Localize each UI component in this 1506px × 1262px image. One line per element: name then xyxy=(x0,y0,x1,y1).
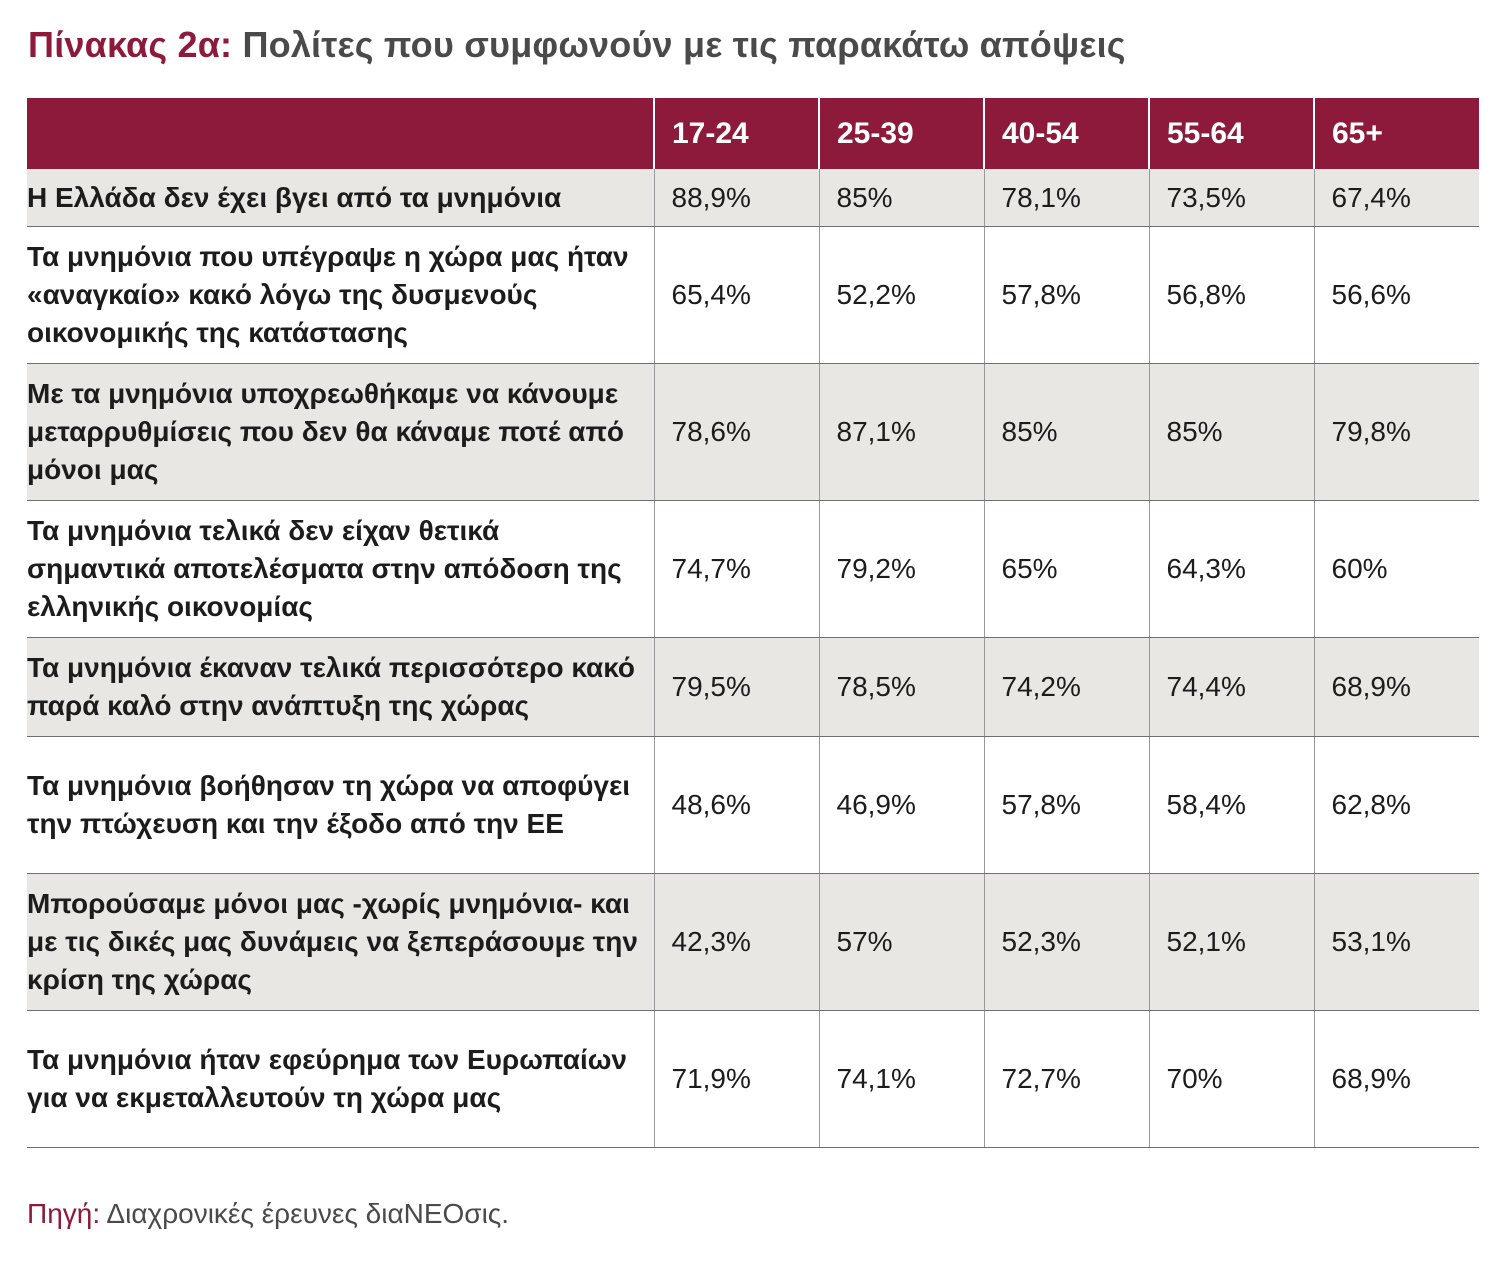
value-cell: 62,8% xyxy=(1314,736,1479,874)
table-row: Η Ελλάδα δεν έχει βγει από τα μνημόνια 8… xyxy=(27,169,1479,227)
value-cell: 79,8% xyxy=(1314,363,1479,501)
header-cell-25-39: 25-39 xyxy=(819,98,985,169)
value-cell: 79,5% xyxy=(654,637,820,737)
value-cell: 56,8% xyxy=(1149,226,1315,364)
value-cell: 85% xyxy=(984,363,1150,501)
value-cell: 52,1% xyxy=(1149,873,1315,1011)
statement-cell: Μπορούσαμε μόνοι μας -χωρίς μνημόνια- κα… xyxy=(27,873,655,1011)
value-cell: 57,8% xyxy=(984,736,1150,874)
value-cell: 46,9% xyxy=(819,736,985,874)
value-cell: 74,4% xyxy=(1149,637,1315,737)
value-cell: 58,4% xyxy=(1149,736,1315,874)
value-cell: 65,4% xyxy=(654,226,820,364)
page-title: Πίνακας 2α: Πολίτες που συμφωνούν με τις… xyxy=(28,24,1126,66)
statement-cell: Τα μνημόνια έκαναν τελικά περισσότερο κα… xyxy=(27,637,655,737)
value-cell: 42,3% xyxy=(654,873,820,1011)
value-cell: 71,9% xyxy=(654,1010,820,1148)
source-label: Πηγή: xyxy=(27,1198,101,1229)
value-cell: 53,1% xyxy=(1314,873,1479,1011)
value-cell: 65% xyxy=(984,500,1150,638)
value-cell: 64,3% xyxy=(1149,500,1315,638)
statement-cell: Η Ελλάδα δεν έχει βγει από τα μνημόνια xyxy=(27,169,655,227)
source-text: Διαχρονικές έρευνες διαΝΕΟσις. xyxy=(106,1198,510,1229)
value-cell: 78,5% xyxy=(819,637,985,737)
header-cell-17-24: 17-24 xyxy=(654,98,820,169)
value-cell: 60% xyxy=(1314,500,1479,638)
value-cell: 72,7% xyxy=(984,1010,1150,1148)
value-cell: 79,2% xyxy=(819,500,985,638)
table-row: Μπορούσαμε μόνοι μας -χωρίς μνημόνια- κα… xyxy=(27,873,1479,1011)
source-note: Πηγή: Διαχρονικές έρευνες διαΝΕΟσις. xyxy=(27,1198,509,1230)
value-cell: 85% xyxy=(819,169,985,227)
header-cell-statement xyxy=(27,98,655,169)
value-cell: 52,3% xyxy=(984,873,1150,1011)
value-cell: 52,2% xyxy=(819,226,985,364)
value-cell: 78,1% xyxy=(984,169,1150,227)
value-cell: 73,5% xyxy=(1149,169,1315,227)
value-cell: 78,6% xyxy=(654,363,820,501)
table-row: Τα μνημόνια που υπέγραψε η χώρα μας ήταν… xyxy=(27,226,1479,364)
value-cell: 88,9% xyxy=(654,169,820,227)
data-table: 17-24 25-39 40-54 55-64 65+ Η Ελλάδα δεν… xyxy=(27,98,1479,1148)
table-number-label: Πίνακας 2α: xyxy=(28,24,233,65)
header-cell-55-64: 55-64 xyxy=(1149,98,1315,169)
table-row: Τα μνημόνια ήταν εφεύρημα των Ευρωπαίων … xyxy=(27,1010,1479,1148)
statement-cell: Τα μνημόνια τελικά δεν είχαν θετικά σημα… xyxy=(27,500,655,638)
value-cell: 87,1% xyxy=(819,363,985,501)
header-row: 17-24 25-39 40-54 55-64 65+ xyxy=(27,98,1479,169)
value-cell: 67,4% xyxy=(1314,169,1479,227)
value-cell: 68,9% xyxy=(1314,637,1479,737)
value-cell: 56,6% xyxy=(1314,226,1479,364)
value-cell: 74,7% xyxy=(654,500,820,638)
value-cell: 68,9% xyxy=(1314,1010,1479,1148)
value-cell: 74,2% xyxy=(984,637,1150,737)
value-cell: 70% xyxy=(1149,1010,1315,1148)
table-row: Με τα μνημόνια υποχρεωθήκαμε να κάνουμε … xyxy=(27,363,1479,501)
table-row: Τα μνημόνια έκαναν τελικά περισσότερο κα… xyxy=(27,637,1479,737)
statement-cell: Τα μνημόνια που υπέγραψε η χώρα μας ήταν… xyxy=(27,226,655,364)
header-cell-40-54: 40-54 xyxy=(984,98,1150,169)
statement-cell: Με τα μνημόνια υποχρεωθήκαμε να κάνουμε … xyxy=(27,363,655,501)
table-row: Τα μνημόνια βοήθησαν τη χώρα να αποφύγει… xyxy=(27,736,1479,874)
statement-cell: Τα μνημόνια ήταν εφεύρημα των Ευρωπαίων … xyxy=(27,1010,655,1148)
value-cell: 57,8% xyxy=(984,226,1150,364)
value-cell: 74,1% xyxy=(819,1010,985,1148)
table-row: Τα μνημόνια τελικά δεν είχαν θετικά σημα… xyxy=(27,500,1479,638)
header-cell-65-plus: 65+ xyxy=(1314,98,1479,169)
value-cell: 85% xyxy=(1149,363,1315,501)
statement-cell: Τα μνημόνια βοήθησαν τη χώρα να αποφύγει… xyxy=(27,736,655,874)
value-cell: 48,6% xyxy=(654,736,820,874)
table-title-text: Πολίτες που συμφωνούν με τις παρακάτω απ… xyxy=(242,24,1126,65)
value-cell: 57% xyxy=(819,873,985,1011)
